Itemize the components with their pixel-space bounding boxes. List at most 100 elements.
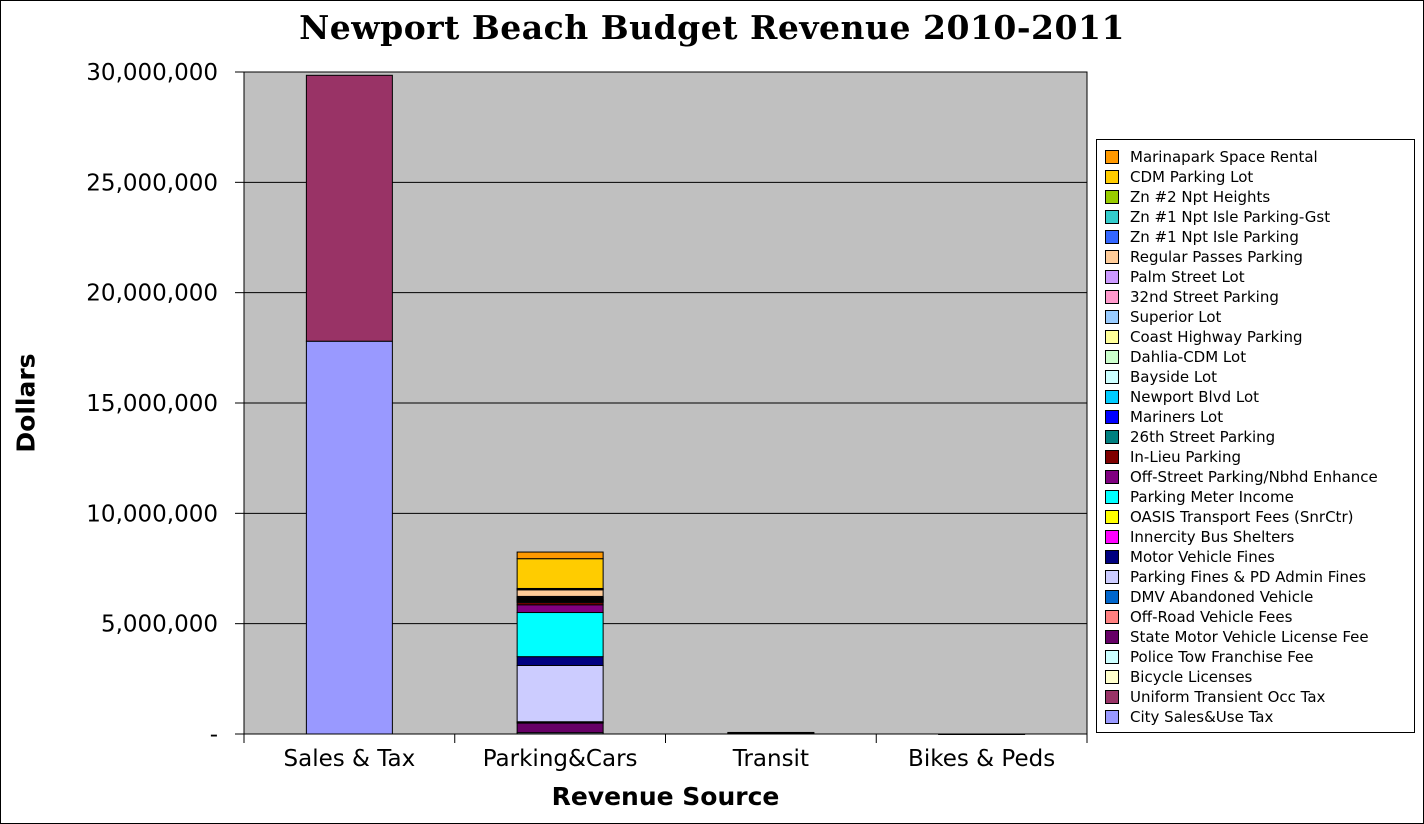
legend-swatch	[1105, 450, 1119, 464]
legend-item: Bicycle Licenses	[1097, 667, 1414, 687]
legend-swatch	[1105, 690, 1119, 704]
bars	[305, 74, 1026, 735]
bar-segment	[516, 656, 604, 666]
legend-swatch	[1105, 470, 1119, 484]
legend-label: Off-Street Parking/Nbhd Enhance	[1130, 468, 1378, 486]
x-tick-label: Parking&Cars	[483, 746, 638, 772]
legend-label: Zn #1 Npt Isle Parking	[1130, 228, 1299, 246]
y-tick-label: 15,000,000	[86, 391, 218, 417]
legend-item: Police Tow Franchise Fee	[1097, 647, 1414, 667]
legend-swatch	[1105, 150, 1119, 164]
legend-swatch	[1105, 670, 1119, 684]
legend-label: State Motor Vehicle License Fee	[1130, 628, 1369, 646]
legend-label: Bayside Lot	[1130, 368, 1218, 386]
legend-label: Regular Passes Parking	[1130, 248, 1303, 266]
legend-label: DMV Abandoned Vehicle	[1130, 588, 1314, 606]
legend-item: In-Lieu Parking	[1097, 447, 1414, 467]
legend-swatch	[1105, 270, 1119, 284]
legend-label: Off-Road Vehicle Fees	[1130, 608, 1293, 626]
legend-swatch	[1105, 650, 1119, 664]
bar-segment	[516, 558, 604, 589]
x-tick-label: Sales & Tax	[284, 746, 416, 772]
legend-swatch	[1105, 370, 1119, 384]
y-axis-ticks: - 5,000,000 10,000,000 15,000,000 20,000,000…	[86, 60, 244, 748]
legend-label: Bicycle Licenses	[1130, 668, 1253, 686]
bar-segment	[516, 612, 604, 658]
y-tick-label: -	[210, 722, 218, 748]
legend-label: Superior Lot	[1130, 308, 1222, 326]
bar-segment	[516, 722, 604, 734]
legend-label: OASIS Transport Fees (SnrCtr)	[1130, 508, 1354, 526]
legend-label: Newport Blvd Lot	[1130, 388, 1260, 406]
legend-swatch	[1105, 350, 1119, 364]
y-tick-label: 10,000,000	[86, 501, 218, 527]
legend-label: Marinapark Space Rental	[1130, 148, 1318, 166]
legend-swatch	[1105, 310, 1119, 324]
legend-item: Zn #1 Npt Isle Parking	[1097, 227, 1414, 247]
legend-swatch	[1105, 190, 1119, 204]
y-tick-label: 20,000,000	[86, 281, 218, 307]
legend-label: Parking Meter Income	[1130, 488, 1294, 506]
y-tick-label: 30,000,000	[86, 60, 218, 86]
legend-swatch	[1105, 710, 1119, 724]
legend-label: 26th Street Parking	[1130, 428, 1276, 446]
x-tick-label: Bikes & Peds	[908, 746, 1055, 772]
legend-label: 32nd Street Parking	[1130, 288, 1279, 306]
legend-item: Regular Passes Parking	[1097, 247, 1414, 267]
legend-item: CDM Parking Lot	[1097, 167, 1414, 187]
legend-swatch	[1105, 530, 1119, 544]
legend-swatch	[1105, 410, 1119, 424]
legend-item: Zn #2 Npt Heights	[1097, 187, 1414, 207]
legend-label: Motor Vehicle Fines	[1130, 548, 1275, 566]
legend-label: Parking Fines & PD Admin Fines	[1130, 568, 1367, 586]
legend-label: City Sales&Use Tax	[1130, 708, 1274, 726]
y-tick-label: 5,000,000	[101, 612, 218, 638]
bar-segment	[516, 604, 604, 614]
legend-swatch	[1105, 490, 1119, 504]
legend-item: Bayside Lot	[1097, 367, 1414, 387]
legend-swatch	[1105, 510, 1119, 524]
legend-item: Superior Lot	[1097, 307, 1414, 327]
legend-item: Uniform Transient Occ Tax	[1097, 687, 1414, 707]
legend-swatch	[1105, 210, 1119, 224]
legend-swatch	[1105, 590, 1119, 604]
legend-label: Palm Street Lot	[1130, 268, 1245, 286]
legend-swatch	[1105, 550, 1119, 564]
legend-label: In-Lieu Parking	[1130, 448, 1241, 466]
bar-segment	[305, 340, 393, 735]
legend-item: Marinapark Space Rental	[1097, 147, 1414, 167]
legend-swatch	[1105, 570, 1119, 584]
x-tick-label: Transit	[732, 746, 809, 772]
legend-item: Motor Vehicle Fines	[1097, 547, 1414, 567]
legend-label: CDM Parking Lot	[1130, 168, 1254, 186]
legend-item: Zn #1 Npt Isle Parking-Gst	[1097, 207, 1414, 227]
bar-segment	[727, 731, 815, 734]
legend-swatch	[1105, 290, 1119, 304]
legend-swatch	[1105, 170, 1119, 184]
chart-title: Newport Beach Budget Revenue 2010-2011	[299, 8, 1125, 47]
legend-swatch	[1105, 230, 1119, 244]
legend-label: Uniform Transient Occ Tax	[1130, 688, 1326, 706]
legend-item: State Motor Vehicle License Fee	[1097, 627, 1414, 647]
x-axis-ticks: Sales & Tax Parking&Cars Transit Bikes & Pe…	[243, 734, 1088, 772]
legend-item: Off-Street Parking/Nbhd Enhance	[1097, 467, 1414, 487]
bar-segment	[305, 74, 393, 342]
legend-label: Zn #2 Npt Heights	[1130, 188, 1271, 206]
legend-label: Coast Highway Parking	[1130, 328, 1303, 346]
legend-item: OASIS Transport Fees (SnrCtr)	[1097, 507, 1414, 527]
legend-item: Off-Road Vehicle Fees	[1097, 607, 1414, 627]
legend-swatch	[1105, 250, 1119, 264]
legend-item: Newport Blvd Lot	[1097, 387, 1414, 407]
legend-item: 32nd Street Parking	[1097, 287, 1414, 307]
legend-item: Innercity Bus Shelters	[1097, 527, 1414, 547]
legend-item: DMV Abandoned Vehicle	[1097, 587, 1414, 607]
bar-segment	[516, 664, 604, 723]
legend-swatch	[1105, 630, 1119, 644]
legend-label: Dahlia-CDM Lot	[1130, 348, 1247, 366]
legend-item: 26th Street Parking	[1097, 427, 1414, 447]
legend-item: Palm Street Lot	[1097, 267, 1414, 287]
legend-label: Zn #1 Npt Isle Parking-Gst	[1130, 208, 1331, 226]
legend-swatch	[1105, 430, 1119, 444]
legend-swatch	[1105, 390, 1119, 404]
